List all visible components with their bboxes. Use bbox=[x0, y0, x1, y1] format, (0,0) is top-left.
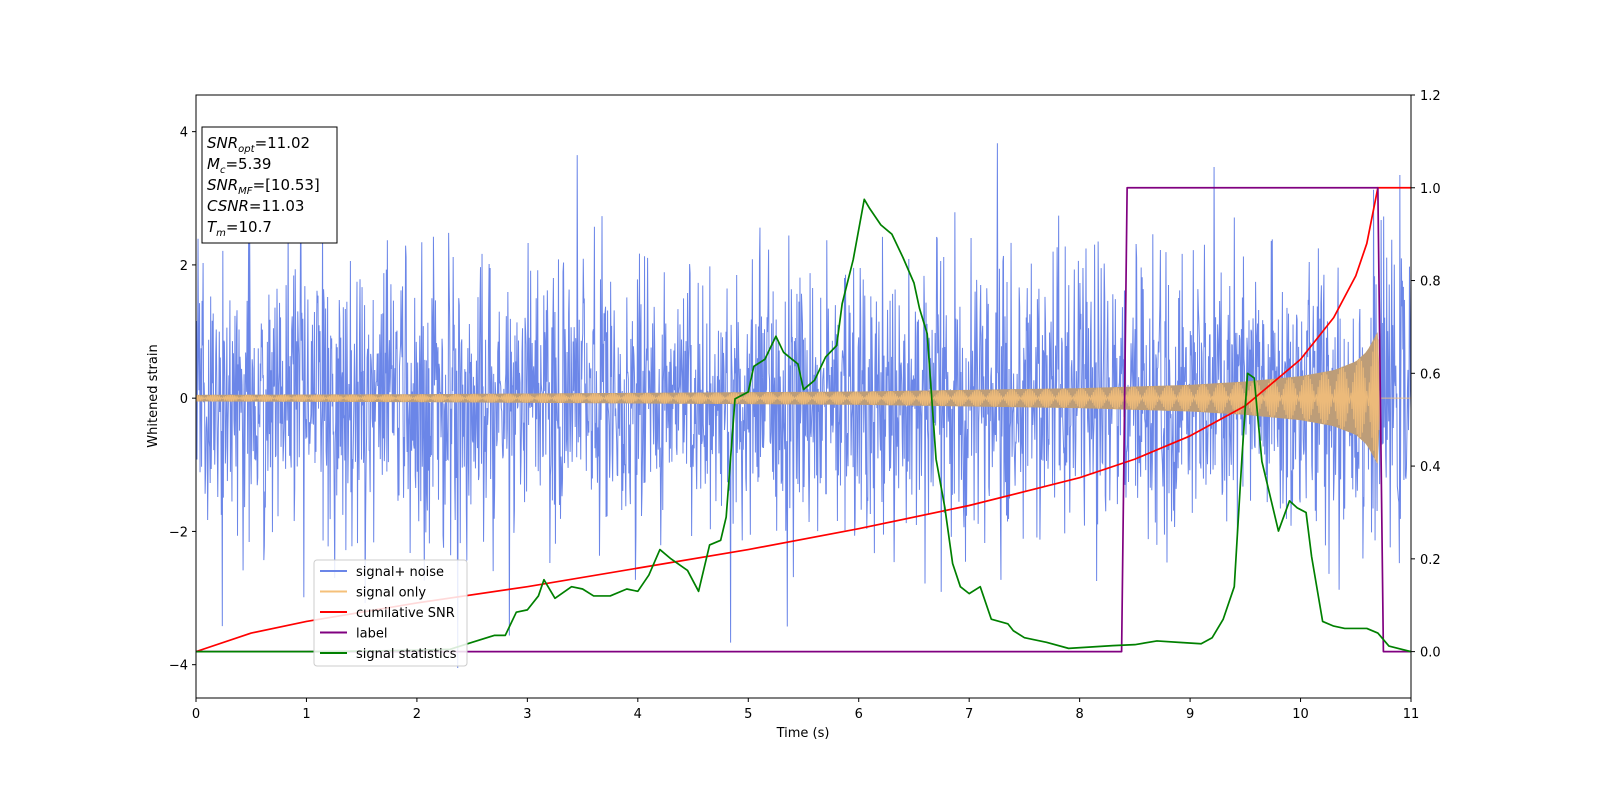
x-tick-label: 8 bbox=[1075, 707, 1083, 722]
x-axis-label: Time (s) bbox=[776, 726, 830, 741]
x-tick-label: 4 bbox=[634, 707, 642, 722]
x-tick-label: 5 bbox=[744, 707, 752, 722]
info-box-line: SNRMF=[10.53] bbox=[207, 176, 320, 197]
x-tick-label: 1 bbox=[302, 707, 310, 722]
y-tick-label: 0 bbox=[180, 392, 188, 407]
y2-tick-label: 1.2 bbox=[1420, 89, 1441, 104]
series-signal-only-line bbox=[196, 334, 1411, 463]
axes-layer: 0 1 2 3 4 5 6 7 8 9 10 11 −4 −2 0 2 4 0.0 0.2 0.4 0.6 0.8 1.0 1… bbox=[169, 89, 1441, 722]
legend-label: cumilative SNR bbox=[356, 606, 455, 621]
info-box: SNRopt=11.02Mc=5.39SNRMF=[10.53]CSNR=11.… bbox=[201, 126, 338, 244]
x-tick-label: 2 bbox=[413, 707, 421, 722]
series-signal-noise-line bbox=[196, 143, 1411, 669]
x-tick-label: 10 bbox=[1292, 707, 1309, 722]
plot-frame bbox=[195, 94, 1412, 699]
x-tick-label: 9 bbox=[1186, 707, 1194, 722]
x-tick-label: 6 bbox=[855, 707, 863, 722]
legend: signal+ noise signal only cumilative SNR la… bbox=[313, 559, 468, 667]
legend-label: label bbox=[356, 627, 387, 642]
series-label-line bbox=[196, 186, 1411, 653]
y-tick-label: −4 bbox=[169, 659, 188, 674]
info-box-line: SNRopt=11.02 bbox=[207, 134, 310, 155]
legend-label: signal+ noise bbox=[356, 565, 444, 580]
y2-tick-label: 0.0 bbox=[1420, 646, 1441, 661]
legend-label: signal only bbox=[356, 586, 426, 601]
y-tick-label: 4 bbox=[180, 126, 188, 141]
y-tick-label: −2 bbox=[169, 525, 188, 540]
legend-frame bbox=[313, 559, 468, 667]
y-tick-label: 2 bbox=[180, 259, 188, 274]
legend-label: signal statistics bbox=[356, 647, 457, 662]
x-tick-label: 7 bbox=[965, 707, 973, 722]
info-box-line: Tm=10.7 bbox=[207, 218, 272, 239]
x-tick-label: 0 bbox=[192, 707, 200, 722]
y-axis-label: Whitened strain bbox=[146, 344, 161, 447]
y2-tick-label: 0.6 bbox=[1420, 367, 1441, 382]
y2-tick-label: 0.2 bbox=[1420, 553, 1441, 568]
y2-tick-label: 0.8 bbox=[1420, 275, 1441, 290]
y2-tick-label: 0.4 bbox=[1420, 460, 1441, 475]
info-box-frame bbox=[201, 126, 338, 244]
x-tick-label: 3 bbox=[523, 707, 531, 722]
series-signal-statistics-line bbox=[196, 198, 1411, 653]
x-tick-label: 11 bbox=[1403, 707, 1420, 722]
info-box-line: CSNR=11.03 bbox=[207, 197, 304, 215]
info-box-line: Mc=5.39 bbox=[207, 155, 271, 176]
y2-tick-label: 1.0 bbox=[1420, 182, 1441, 197]
